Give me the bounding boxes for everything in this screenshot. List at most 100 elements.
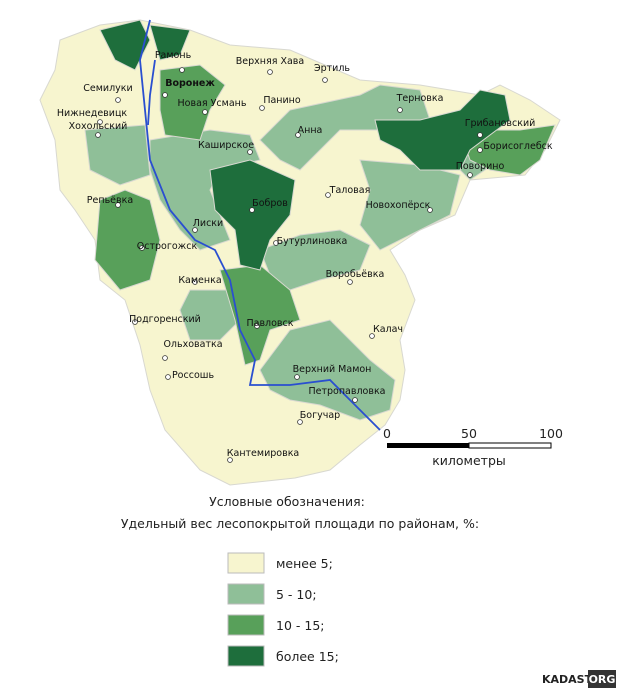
legend-title: Условные обозначения: [209, 494, 365, 509]
region [209, 159, 296, 271]
legend-swatch [227, 583, 265, 605]
place-label: Воробьёвка [326, 269, 385, 280]
watermark: KADASTR [542, 673, 601, 686]
place-marker [115, 97, 121, 103]
place-labels: Рамонь Воронеж Верхняя Хава Эртиль Семилуки Н… [57, 50, 553, 463]
watermark-bg [540, 670, 588, 688]
place-label: Петропавловка [308, 386, 385, 397]
legend-label: 5 - 10; [276, 587, 317, 602]
place-label: Хохольский [69, 121, 128, 132]
place-marker [273, 240, 279, 246]
place-label: Новохопёрск [366, 200, 431, 211]
place-marker [165, 374, 171, 380]
place-label: Панино [263, 95, 301, 106]
place-marker [477, 147, 483, 153]
place-label: Бобров [252, 198, 288, 209]
place-label: Павловск [246, 318, 293, 329]
scale-tick: 0 [383, 426, 391, 441]
scale-tick: 100 [539, 426, 563, 441]
legend: менее 5; 5 - 10; 10 - 15; более 15; [227, 552, 339, 667]
place-label: Новая Усмань [178, 98, 247, 109]
place-marker [397, 107, 403, 113]
region [84, 124, 151, 186]
legend-swatch [227, 614, 265, 636]
place-label: Семилуки [83, 83, 132, 94]
place-label: Терновка [396, 93, 444, 104]
place-marker [259, 105, 265, 111]
place-marker [192, 279, 198, 285]
place-marker [427, 207, 433, 213]
place-marker [369, 333, 375, 339]
watermark: ORG [589, 673, 616, 686]
place-label: Россошь [172, 370, 214, 381]
region [94, 189, 161, 291]
place-marker [247, 149, 253, 155]
place-marker [325, 192, 331, 198]
region [374, 89, 511, 171]
place-label: Калач [373, 324, 403, 335]
place-marker [352, 397, 358, 403]
place-label: Подгоренский [129, 314, 201, 325]
place-marker [254, 323, 260, 329]
regions [39, 19, 561, 486]
place-label: Каменка [178, 275, 221, 286]
region [159, 64, 226, 141]
place-marker [297, 419, 303, 425]
place-marker [162, 92, 168, 98]
place-marker [295, 132, 301, 138]
region [149, 24, 191, 61]
place-label: Верхний Мамон [293, 364, 372, 375]
place-marker [249, 207, 255, 213]
place-label: Репьёвка [87, 195, 133, 206]
place-marker [95, 132, 101, 138]
place-label: Ольховатка [163, 339, 222, 350]
place-label: Борисоглебск [483, 141, 553, 152]
scale-tick: 50 [461, 426, 477, 441]
legend-subtitle: Удельный вес лесопокрытой площади по рай… [121, 516, 479, 531]
place-label: Лиски [193, 218, 223, 229]
place-marker [97, 119, 103, 125]
legend-label: 10 - 15; [276, 618, 324, 633]
place-label: Верхняя Хава [236, 56, 304, 67]
place-marker [477, 132, 483, 138]
place-marker [202, 109, 208, 115]
river [139, 19, 381, 431]
place-label: Бутурлиновка [277, 236, 348, 247]
region [259, 319, 396, 421]
place-marker [467, 172, 473, 178]
watermark-box [588, 670, 616, 688]
place-label: Богучар [300, 410, 340, 421]
region [99, 19, 151, 71]
place-label: Каширское [198, 140, 254, 151]
river [147, 59, 156, 126]
region [219, 264, 301, 366]
place-label: Эртиль [314, 63, 350, 74]
place-label: Грибановский [465, 118, 536, 129]
place-marker [267, 69, 273, 75]
legend-label: менее 5; [276, 556, 333, 571]
place-marker [179, 67, 185, 73]
place-label: Воронеж [165, 78, 215, 89]
scale-segment [387, 443, 469, 448]
place-label: Поворино [456, 161, 505, 172]
place-label: Нижнедевицк [57, 108, 128, 119]
place-marker [139, 245, 145, 251]
place-marker [192, 227, 198, 233]
place-marker [322, 77, 328, 83]
place-marker [294, 374, 300, 380]
place-marker [132, 319, 138, 325]
scale-segment [468, 442, 552, 449]
place-marker [227, 457, 233, 463]
scale-unit: километры [432, 453, 506, 468]
place-label: Рамонь [155, 50, 192, 61]
legend-label: более 15; [276, 649, 339, 664]
place-label: Кантемировка [227, 448, 300, 459]
place-label: Острогожск [137, 241, 198, 252]
place-marker [347, 279, 353, 285]
place-label: Анна [298, 125, 323, 136]
place-marker [162, 355, 168, 361]
scale-bar: 0 50 100 километры [383, 426, 563, 468]
place-label: Таловая [329, 185, 371, 196]
legend-swatch [227, 552, 265, 574]
